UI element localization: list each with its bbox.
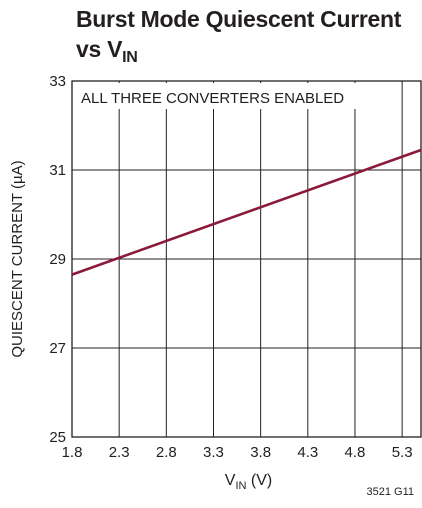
y-tick-label: 31 (49, 162, 66, 179)
figure-id: 3521 G11 (366, 486, 414, 498)
x-tick-label: 4.3 (297, 444, 318, 461)
x-tick-label: 2.3 (109, 444, 130, 461)
x-axis-label-main: V (225, 472, 236, 489)
y-tick-label: 33 (49, 73, 66, 90)
chart-annotation: ALL THREE CONVERTERS ENABLED (81, 90, 344, 107)
x-tick-label: 2.8 (156, 444, 177, 461)
x-tick-label: 3.3 (203, 444, 224, 461)
annotation-background (74, 83, 356, 109)
chart-title: Burst Mode Quiescent Current vs VIN (76, 4, 401, 68)
x-tick-label: 3.8 (250, 444, 271, 461)
chart-title-prefix: vs V (76, 36, 123, 62)
x-axis-label-subscript: IN (235, 480, 246, 492)
y-tick-label: 25 (49, 429, 66, 446)
x-axis-label-unit: (V) (246, 472, 272, 489)
x-tick-label: 4.8 (345, 444, 366, 461)
y-tick-label: 29 (49, 251, 66, 268)
x-tick-label: 5.3 (392, 444, 413, 461)
x-tick-label: 1.8 (62, 444, 83, 461)
y-tick-label: 27 (49, 340, 66, 357)
chart-title-subscript: IN (122, 49, 138, 66)
series-line (71, 148, 422, 276)
chart-title-line1: Burst Mode Quiescent Current (76, 6, 402, 32)
x-axis-label: VIN (V) (225, 472, 272, 492)
y-axis-label: QUIESCENT CURRENT (µA) (9, 160, 26, 357)
chart-title-line2: vs VIN (76, 34, 401, 68)
